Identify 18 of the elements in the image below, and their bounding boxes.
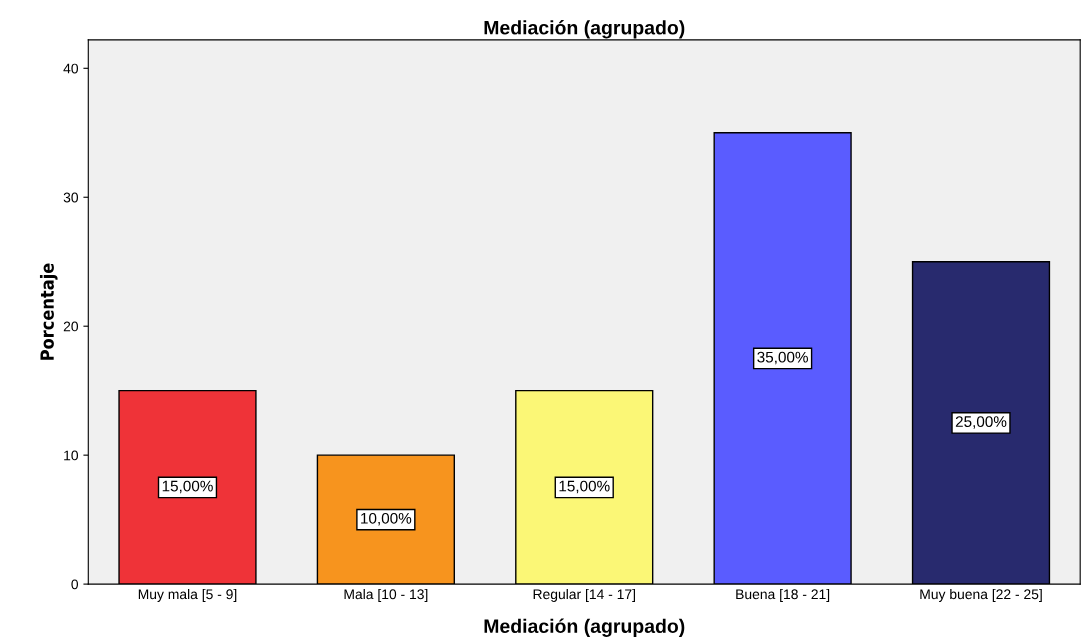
x-tick-label: Mala [10 - 13] bbox=[344, 588, 428, 602]
data-label: 15,00% bbox=[559, 480, 610, 494]
x-tick-label: Muy buena [22 - 25] bbox=[920, 588, 1042, 602]
y-tick-label: 30 bbox=[63, 192, 79, 203]
data-label: 15,00% bbox=[162, 480, 213, 494]
x-tick-label: Regular [14 - 17] bbox=[533, 588, 635, 602]
y-tick-label: 40 bbox=[63, 63, 79, 74]
y-axis-title: Porcentaje bbox=[39, 263, 58, 360]
x-tick-label: Muy mala [5 - 9] bbox=[138, 588, 237, 602]
x-axis-title: Mediación (agrupado) bbox=[484, 618, 685, 637]
x-tick-label: Buena [18 - 21] bbox=[736, 588, 830, 602]
y-tick-label: 20 bbox=[63, 321, 79, 332]
data-label: 10,00% bbox=[361, 512, 412, 526]
data-label: 25,00% bbox=[955, 416, 1007, 429]
data-label: 35,00% bbox=[757, 351, 808, 365]
y-tick-label: 10 bbox=[64, 450, 79, 461]
y-tick-label: 0 bbox=[71, 579, 79, 590]
chart-title: Mediación (agrupado) bbox=[484, 20, 685, 39]
